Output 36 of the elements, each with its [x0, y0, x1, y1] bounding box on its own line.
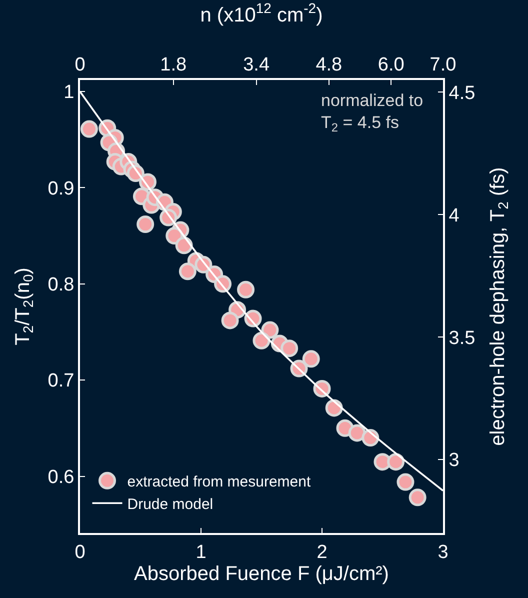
x2-tick-label: 1.8 — [160, 54, 187, 76]
x2-axis-title: n (x10$^{12}$ cm$^{-2}$) — [200, 0, 323, 26]
y-tick-label: 0.6 — [48, 466, 74, 488]
y2-tick-label: 4 — [448, 205, 460, 226]
point — [396, 473, 414, 491]
legend-label: Drude model — [127, 496, 214, 514]
y-tick-label: 0.8 — [48, 274, 74, 296]
point — [252, 332, 270, 350]
x-tick-label: 1 — [196, 542, 206, 563]
legend-label: extracted from mesurement — [127, 474, 312, 491]
point — [302, 350, 320, 368]
x-tick-label: 0 — [74, 542, 86, 563]
y2-tick-label: 3.5 — [448, 328, 476, 349]
point — [221, 312, 239, 330]
x-axis-title: Absorbed Fuence F (μJ/cm²) — [134, 562, 389, 585]
point — [348, 424, 366, 442]
y2-tick-label: 3 — [448, 450, 460, 472]
x2-tick-label: 7.0 — [430, 54, 456, 76]
x-tick-label: 2 — [316, 542, 328, 563]
point — [80, 120, 98, 138]
y-tick-label: 0.9 — [48, 178, 74, 200]
y2-tick-label: 4.5 — [448, 82, 476, 104]
point — [178, 262, 196, 280]
point — [136, 216, 154, 234]
x2-tick-label: 4.8 — [316, 54, 342, 76]
y-tick-label: 0.7 — [48, 370, 74, 392]
x2-tick-label: 6.0 — [378, 54, 404, 76]
point — [280, 340, 298, 358]
point — [237, 280, 255, 298]
x-tick-label: 3 — [438, 542, 448, 563]
x2-tick-label: 3.4 — [243, 54, 270, 76]
point — [387, 453, 405, 471]
y-tick-label: 1 — [64, 82, 74, 104]
x2-tick-label: 0 — [74, 54, 86, 76]
point — [408, 488, 426, 506]
annotation: normalized to T$_{2}$ = 4.5 fs — [321, 91, 424, 135]
